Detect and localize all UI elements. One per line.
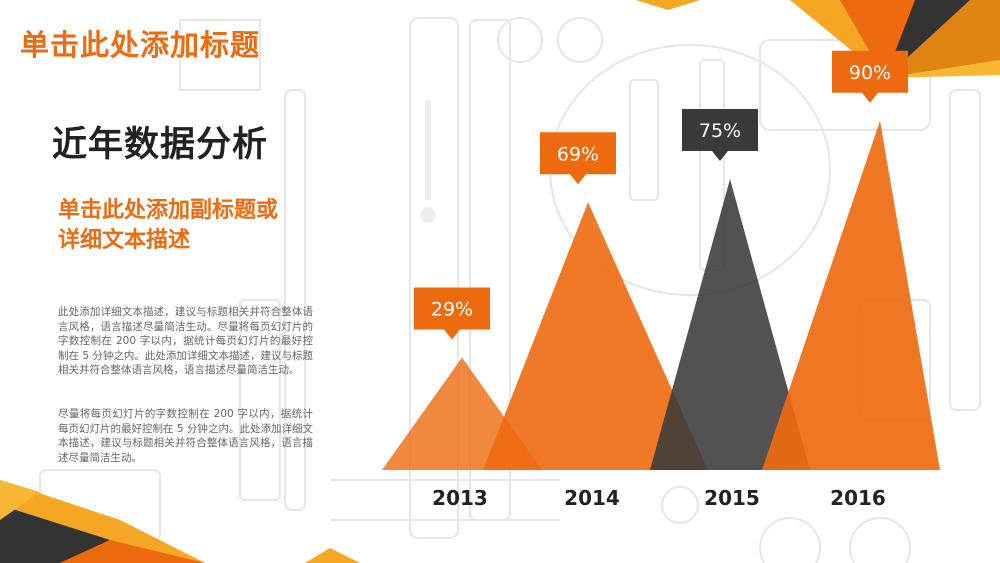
bottom-left-ornament: [0, 480, 205, 563]
data-label-2015: 75%: [682, 109, 758, 161]
x-tick-label-2014: 2014: [564, 486, 620, 510]
data-label-2013: 29%: [414, 287, 490, 340]
data-label-box: [832, 50, 908, 103]
data-label-box: [414, 287, 490, 340]
body-paragraph-1[interactable]: 此处添加详细文本描述，建议与标题相关并符合整体语言风格，语言描述尽量简洁生动。尽…: [58, 306, 313, 376]
data-label-text: 29%: [431, 298, 473, 320]
data-label-text: 69%: [557, 143, 599, 165]
triangle-2014: [483, 202, 708, 470]
data-label-box: [540, 132, 616, 185]
subtitle[interactable]: 单击此处添加副标题或 详细文本描述: [58, 196, 328, 256]
top-right-ornament: [790, 0, 1000, 78]
bottom-center-ornament: [305, 548, 360, 563]
data-label-text: 90%: [849, 62, 891, 84]
triangle-2016: [762, 120, 940, 471]
subtitle-line-1: 单击此处添加副标题或: [58, 198, 279, 223]
subtitle-line-2: 详细文本描述: [58, 228, 191, 253]
x-tick-label-2016: 2016: [830, 486, 886, 510]
section-heading[interactable]: 近年数据分析: [52, 125, 269, 165]
x-tick-label-2015: 2015: [704, 486, 760, 510]
top-left-ornament: [636, 0, 700, 10]
slide-title[interactable]: 单击此处添加标题: [20, 28, 261, 62]
data-label-box: [682, 109, 758, 161]
x-tick-label-2013: 2013: [432, 486, 488, 510]
data-label-text: 75%: [699, 120, 741, 142]
triangle-2015: [650, 179, 810, 470]
data-label-2016: 90%: [832, 50, 908, 103]
data-label-2014: 69%: [540, 132, 616, 185]
body-paragraph-2[interactable]: 尽量将每页幻灯片的字数控制在 200 字以内，据统计每页幻灯片的最好控制在 5 …: [58, 408, 313, 464]
